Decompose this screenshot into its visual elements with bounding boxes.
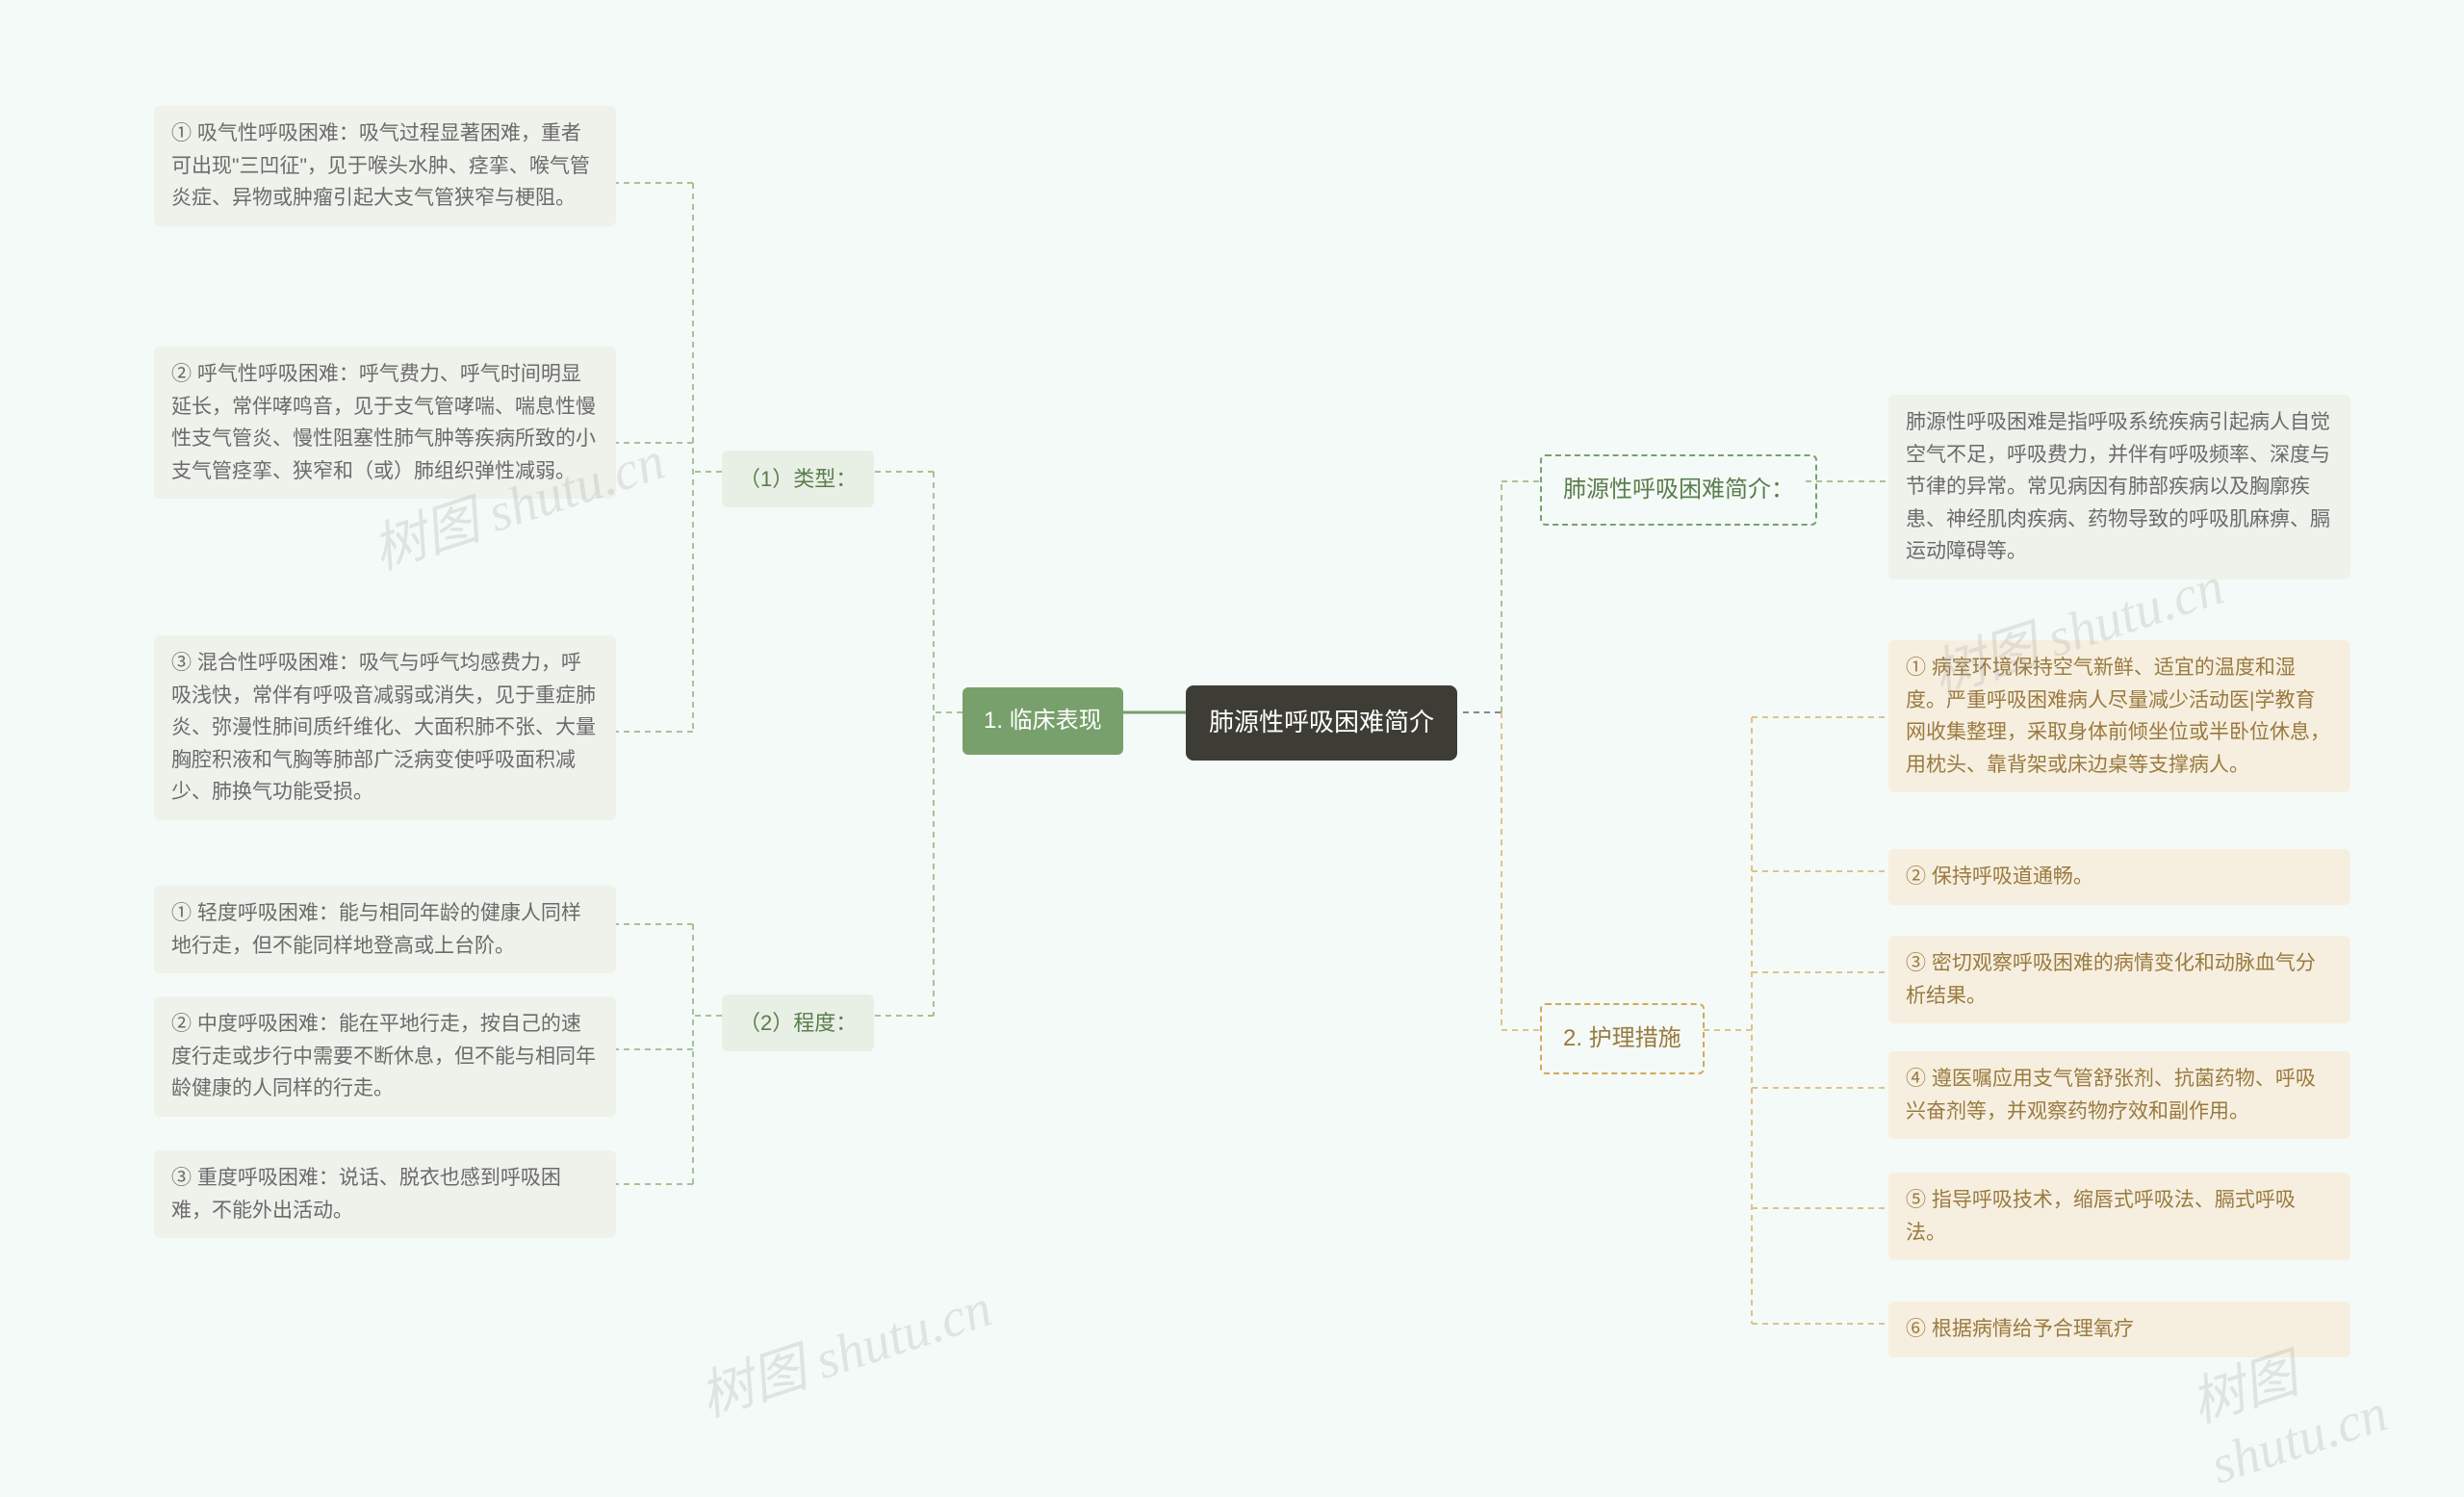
leaf-nursing-1[interactable]: ① 病室环境保持空气新鲜、适宜的温度和湿度。严重呼吸困难病人尽量减少活动医|学教…	[1888, 640, 2350, 792]
leaf-nursing-6[interactable]: ⑥ 根据病情给予合理氧疗	[1888, 1302, 2350, 1357]
leaf-intro-body[interactable]: 肺源性呼吸困难是指呼吸系统疾病引起病人自觉空气不足，呼吸费力，并伴有呼吸频率、深…	[1888, 395, 2350, 580]
branch-nursing[interactable]: 2. 护理措施	[1540, 1003, 1705, 1074]
sub-degree[interactable]: （2）程度：	[722, 994, 874, 1051]
leaf-nursing-2[interactable]: ② 保持呼吸道通畅。	[1888, 849, 2350, 905]
leaf-type-2[interactable]: ② 呼气性呼吸困难：呼气费力、呼气时间明显延长，常伴哮鸣音，见于支气管哮喘、喘息…	[154, 347, 616, 499]
leaf-degree-3[interactable]: ③ 重度呼吸困难：说话、脱衣也感到呼吸困难，不能外出活动。	[154, 1150, 616, 1238]
sub-types[interactable]: （1）类型：	[722, 451, 874, 507]
leaf-degree-1[interactable]: ① 轻度呼吸困难：能与相同年龄的健康人同样地行走，但不能同样地登高或上台阶。	[154, 886, 616, 973]
leaf-nursing-3[interactable]: ③ 密切观察呼吸困难的病情变化和动脉血气分析结果。	[1888, 936, 2350, 1023]
leaf-type-1[interactable]: ① 吸气性呼吸困难：吸气过程显著困难，重者可出现"三凹征"，见于喉头水肿、痉挛、…	[154, 106, 616, 226]
branch-intro[interactable]: 肺源性呼吸困难简介：	[1540, 454, 1817, 526]
leaf-type-3[interactable]: ③ 混合性呼吸困难：吸气与呼气均感费力，呼吸浅快，常伴有呼吸音减弱或消失，见于重…	[154, 635, 616, 820]
leaf-degree-2[interactable]: ② 中度呼吸困难：能在平地行走，按自己的速度行走或步行中需要不断休息，但不能与相…	[154, 996, 616, 1117]
watermark: 树图 shutu.cn	[688, 1264, 1000, 1432]
leaf-nursing-5[interactable]: ⑤ 指导呼吸技术，缩唇式呼吸法、膈式呼吸法。	[1888, 1173, 2350, 1260]
branch-clinical[interactable]: 1. 临床表现	[962, 687, 1123, 755]
leaf-nursing-4[interactable]: ④ 遵医嘱应用支气管舒张剂、抗菌药物、呼吸兴奋剂等，并观察药物疗效和副作用。	[1888, 1051, 2350, 1139]
root-node[interactable]: 肺源性呼吸困难简介	[1186, 685, 1457, 761]
